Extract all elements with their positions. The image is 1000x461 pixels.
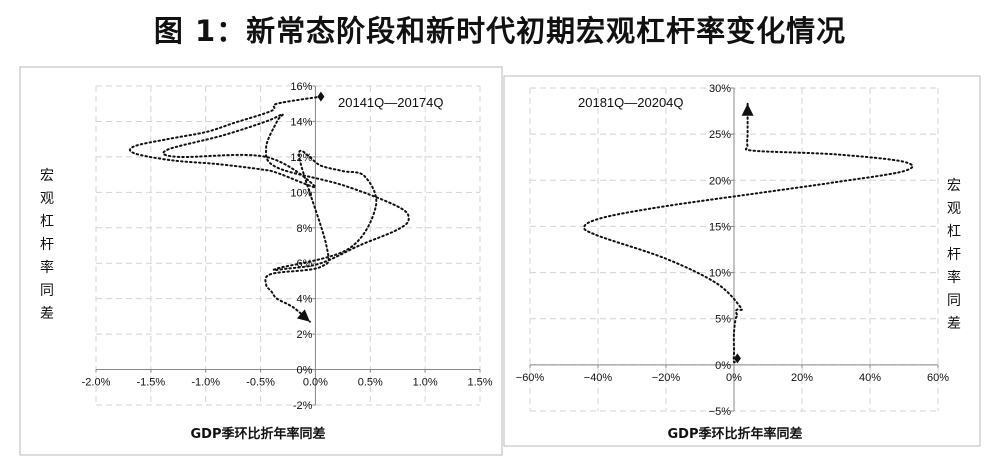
y-tick-label: 6% (297, 258, 313, 270)
right-chart-frame (503, 75, 981, 447)
ylabel-char: 杆 (40, 237, 54, 253)
ylabel-char: 同 (40, 283, 54, 299)
y-tick-label: 2% (297, 329, 313, 341)
start-diamond-marker (317, 91, 325, 102)
x-tick-label: 0.5% (358, 377, 383, 389)
end-arrow-marker (741, 103, 754, 116)
x-tick-label: −40% (584, 372, 613, 384)
start-diamond-marker (733, 353, 741, 364)
page-title: 图 1：新常态阶段和新时代初期宏观杠杆率变化情况 (153, 14, 847, 48)
x-tick-label: 0% (726, 372, 742, 384)
y-tick-label: 20% (709, 175, 731, 187)
right-chart-ylabel: 宏观杠杆率同差 (947, 178, 961, 332)
y-tick-label: 30% (709, 83, 731, 95)
y-tick-label: 0% (297, 365, 313, 377)
ylabel-char: 观 (947, 201, 961, 217)
ylabel-char: 宏 (947, 178, 961, 194)
ylabel-char: 杠 (947, 224, 961, 240)
left-chart-frame (19, 66, 503, 456)
y-tick-label: 10% (709, 268, 731, 280)
y-tick-label: 5% (715, 314, 731, 326)
ylabel-char: 宏 (40, 168, 54, 184)
x-tick-label: -1.0% (191, 377, 220, 389)
ylabel-char: 率 (947, 269, 961, 286)
x-tick-label: 0.0% (303, 377, 328, 389)
ylabel-char: 同 (947, 293, 961, 309)
y-tick-label: 16% (290, 81, 312, 93)
left-chart-xlabel: GDP季环比折年率同差 (191, 426, 326, 442)
right-chart-xlabel: GDP季环比折年率同差 (668, 426, 803, 442)
left-chart-annotation: 20141Q—20174Q (338, 95, 444, 110)
x-tick-label: 1.5% (467, 377, 492, 389)
left-chart: -2%0%2%4%6%8%10%12%14%16%-2.0% -1.5% -1.0%… (82, 81, 493, 412)
x-tick-label: 40% (859, 372, 881, 384)
ylabel-char: 差 (947, 316, 961, 332)
x-tick-label: -0.5% (246, 377, 275, 389)
ylabel-char: 观 (40, 191, 54, 207)
right-chart: −5% 0% 5% 10% 15% 20% 25% 30% −60% −40% −20% 0% 20% 4… (516, 83, 949, 418)
y-tick-label: 25% (709, 129, 731, 141)
y-tick-label: 8% (297, 223, 313, 235)
x-tick-label: 20% (791, 372, 813, 384)
x-tick-label: −20% (652, 372, 681, 384)
ylabel-char: 率 (40, 259, 54, 276)
left-chart-ylabel: 宏观杠杆率同差 (40, 168, 54, 322)
x-tick-label: -2.0% (82, 377, 111, 389)
x-tick-label: −60% (516, 372, 545, 384)
y-tick-label: 0% (715, 360, 731, 372)
series-line (583, 102, 914, 364)
y-tick-label: 10% (290, 187, 312, 199)
y-tick-label: 14% (290, 116, 312, 128)
y-tick-label: 15% (709, 221, 731, 233)
right-chart-annotation: 20181Q—20204Q (578, 95, 684, 110)
ylabel-char: 杠 (40, 214, 54, 230)
series-line (128, 95, 410, 323)
y-tick-label: -2% (293, 400, 313, 412)
ylabel-char: 差 (40, 306, 54, 322)
x-tick-label: 1.0% (413, 377, 438, 389)
end-arrow-marker (296, 309, 310, 322)
y-tick-label: −5% (709, 406, 732, 418)
x-tick-label: 60% (927, 372, 949, 384)
x-tick-label: -1.5% (136, 377, 165, 389)
ylabel-char: 杆 (947, 247, 961, 263)
y-tick-label: 4% (297, 294, 313, 306)
